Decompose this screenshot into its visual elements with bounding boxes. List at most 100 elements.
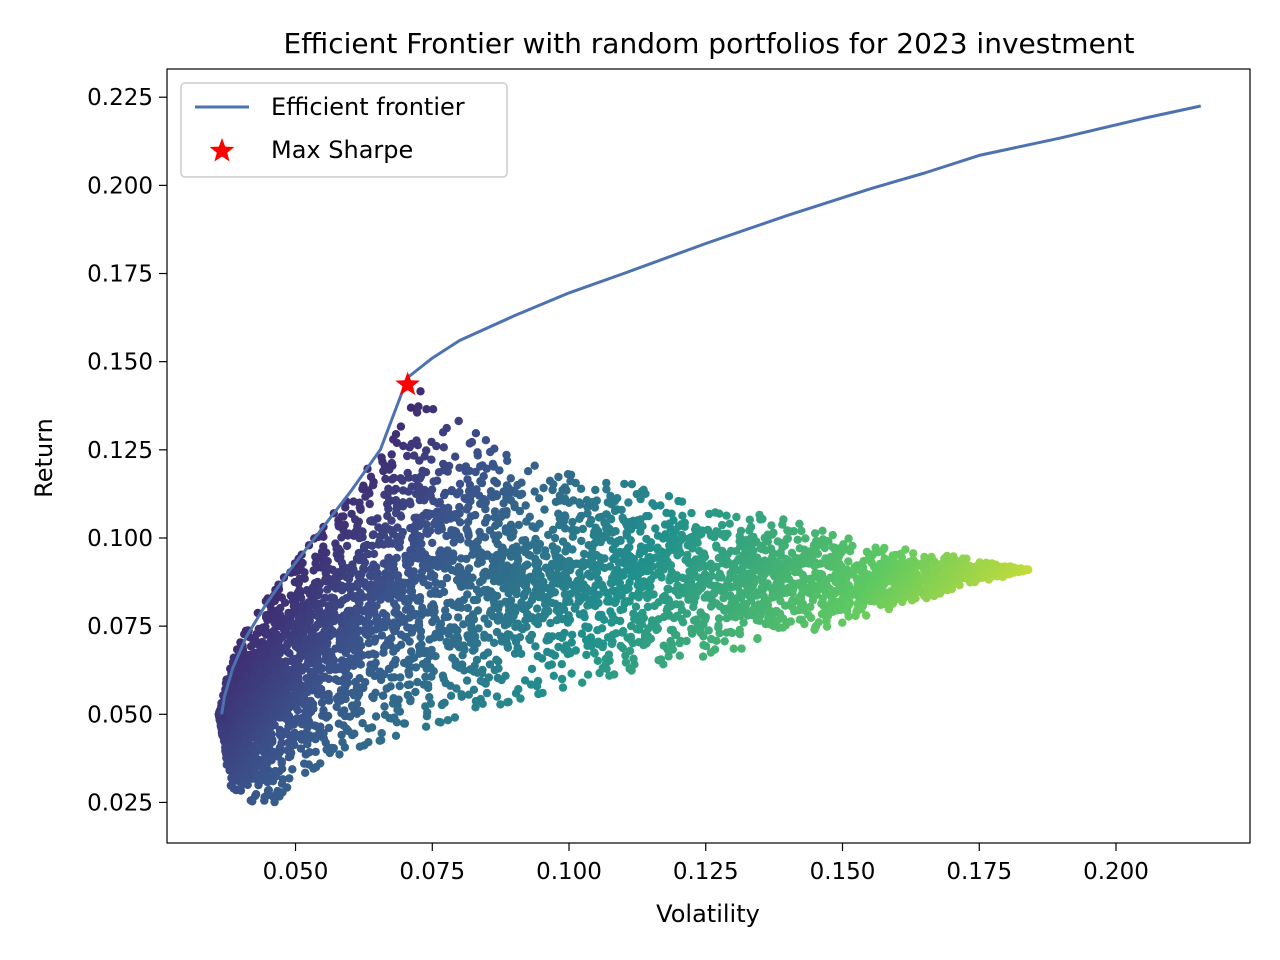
portfolio-point	[393, 705, 402, 714]
portfolio-point	[469, 595, 478, 605]
portfolio-point	[381, 474, 390, 484]
portfolio-point	[269, 792, 278, 802]
portfolio-point	[476, 477, 485, 486]
portfolio-point	[636, 527, 645, 536]
portfolio-point	[376, 595, 385, 604]
portfolio-point	[602, 485, 611, 494]
portfolio-point	[603, 597, 612, 606]
portfolio-point	[801, 534, 810, 543]
portfolio-point	[311, 559, 320, 568]
portfolio-point	[413, 677, 422, 687]
portfolio-point	[603, 633, 613, 642]
portfolio-point	[675, 651, 684, 660]
portfolio-point	[464, 614, 474, 623]
chart-title: Efficient Frontier with random portfolio…	[283, 27, 1134, 60]
portfolio-point	[521, 616, 530, 625]
portfolio-point	[246, 642, 256, 651]
portfolio-point	[795, 544, 804, 553]
portfolio-point	[377, 453, 386, 462]
portfolio-point	[301, 750, 310, 759]
portfolio-point	[455, 463, 464, 472]
portfolio-point	[490, 665, 499, 675]
portfolio-point	[290, 577, 299, 587]
portfolio-point	[706, 648, 716, 657]
portfolio-point	[427, 455, 436, 464]
portfolio-point	[325, 665, 334, 675]
portfolio-point	[222, 760, 231, 769]
portfolio-point	[405, 497, 414, 506]
portfolio-point	[373, 576, 382, 585]
portfolio-point	[561, 547, 570, 556]
portfolio-point	[678, 511, 687, 520]
portfolio-point	[366, 516, 375, 526]
portfolio-point	[226, 781, 235, 790]
portfolio-point	[659, 641, 668, 650]
portfolio-point	[348, 688, 357, 698]
portfolio-point	[440, 613, 449, 622]
portfolio-point	[404, 568, 413, 577]
portfolio-point	[390, 608, 399, 617]
portfolio-point	[544, 661, 553, 670]
portfolio-point	[632, 489, 641, 499]
portfolio-point	[379, 559, 388, 568]
portfolio-point	[687, 624, 696, 634]
portfolio-point	[568, 517, 577, 527]
portfolio-point	[488, 459, 498, 469]
portfolio-point	[395, 681, 404, 691]
portfolio-point	[482, 688, 492, 698]
portfolio-point	[577, 629, 587, 638]
portfolio-point	[403, 690, 412, 700]
portfolio-point	[810, 625, 819, 634]
portfolio-point	[635, 549, 644, 559]
portfolio-point	[528, 522, 537, 531]
portfolio-point	[490, 507, 500, 516]
portfolio-point	[666, 636, 675, 646]
portfolio-point	[318, 711, 327, 720]
portfolio-point	[409, 451, 419, 460]
portfolio-point	[387, 673, 396, 682]
portfolio-point	[480, 630, 489, 639]
portfolio-point	[624, 498, 633, 507]
portfolio-point	[454, 613, 463, 622]
portfolio-point	[277, 779, 287, 788]
portfolio-point	[722, 614, 731, 623]
portfolio-point	[354, 570, 364, 579]
portfolio-point	[585, 519, 594, 528]
portfolio-point	[640, 634, 650, 643]
portfolio-point	[337, 533, 346, 542]
portfolio-point	[850, 562, 859, 572]
portfolio-point	[461, 467, 470, 476]
portfolio-point	[642, 534, 651, 544]
portfolio-point	[722, 511, 731, 520]
portfolio-point	[383, 511, 392, 521]
portfolio-point	[334, 516, 343, 525]
portfolio-point	[351, 677, 360, 687]
portfolio-point	[311, 747, 320, 757]
portfolio-point	[389, 647, 398, 656]
portfolio-point	[479, 651, 489, 660]
portfolio-point	[530, 487, 539, 496]
portfolio-point	[699, 640, 708, 650]
portfolio-point	[691, 555, 700, 564]
portfolio-point	[481, 505, 490, 514]
portfolio-point	[817, 599, 826, 608]
portfolio-point	[623, 633, 632, 642]
portfolio-point	[486, 608, 495, 618]
portfolio-point	[425, 693, 434, 702]
portfolio-point	[526, 680, 536, 689]
portfolio-point	[464, 690, 473, 699]
portfolio-point	[426, 572, 435, 581]
portfolio-point	[435, 549, 444, 558]
portfolio-point	[485, 660, 495, 669]
portfolio-point	[605, 671, 614, 680]
portfolio-point	[709, 588, 719, 597]
portfolio-point	[706, 602, 716, 611]
portfolio-point	[662, 606, 671, 615]
portfolio-point	[401, 605, 411, 614]
portfolio-point	[389, 435, 398, 444]
portfolio-point	[671, 586, 680, 595]
portfolio-point	[480, 614, 489, 623]
portfolio-point	[412, 408, 422, 417]
portfolio-point	[502, 481, 512, 490]
